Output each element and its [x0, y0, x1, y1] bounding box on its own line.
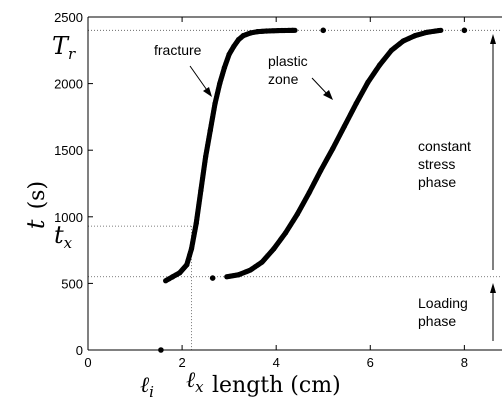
constant-annotation-line2: stress [418, 156, 455, 172]
y-tick-label: 500 [61, 276, 83, 291]
li-symbol: ℓi [140, 373, 154, 401]
data-point [292, 27, 298, 33]
data-point [461, 27, 468, 34]
data-point [158, 347, 164, 353]
data-point [438, 27, 444, 33]
plastic-arrow-head [323, 90, 333, 100]
series-plastic-zone [209, 27, 468, 281]
loading-phase-arrow-head [490, 283, 496, 293]
x-tick-label: 6 [367, 355, 374, 370]
series-fracture [158, 27, 327, 353]
data-point [320, 27, 327, 34]
fracture-arrow-line [189, 65, 210, 94]
tick-group: 0 2 4 6 8 0 500 1000 1500 2000 2500 [54, 10, 468, 370]
x-axis-label: length (cm) [212, 373, 341, 398]
x-tick-label: 8 [461, 355, 468, 370]
y-axis-label: t (s) [22, 181, 50, 229]
plastic-annotation-line2: zone [268, 71, 299, 87]
constant-annotation-line3: phase [418, 174, 456, 190]
y-tick-label: 2500 [54, 10, 83, 25]
series-layer [158, 27, 468, 353]
lx-symbol: ℓx [186, 368, 204, 396]
y-tick-label: 1000 [54, 210, 83, 225]
y-tick-label: 2000 [54, 77, 83, 92]
y-tick-label: 0 [76, 343, 83, 358]
loading-annotation-line1: Loading [418, 295, 468, 311]
plastic-annotation-line1: plastic [268, 53, 308, 69]
y-tick-label: 1500 [54, 143, 83, 158]
data-point [209, 275, 216, 281]
x-tick-label: 4 [273, 355, 280, 370]
tr-symbol: Tr [52, 32, 76, 63]
constant-phase-arrow-head [490, 34, 496, 44]
tx-symbol: tx [54, 221, 73, 252]
loading-annotation-line2: phase [418, 313, 456, 329]
constant-annotation-line1: constant [418, 138, 471, 154]
x-tick-label: 2 [178, 355, 185, 370]
fracture-annotation: fracture [154, 42, 202, 58]
x-tick-label: 0 [84, 355, 91, 370]
fracture-arrow-head [203, 87, 212, 97]
